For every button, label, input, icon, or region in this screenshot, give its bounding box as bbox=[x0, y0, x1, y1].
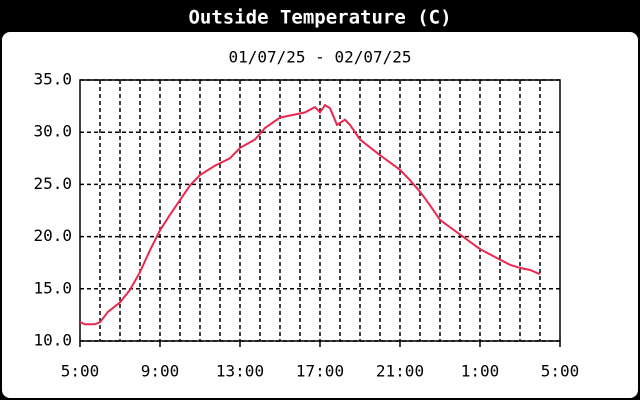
x-tick-label: 5:00 bbox=[541, 362, 580, 381]
y-tick-label: 20.0 bbox=[33, 226, 72, 245]
chart-title: Outside Temperature (C) bbox=[188, 7, 451, 29]
y-tick-label: 25.0 bbox=[33, 174, 72, 193]
x-tick-label: 17:00 bbox=[296, 362, 344, 381]
y-tick-label: 15.0 bbox=[33, 278, 72, 297]
y-tick-label: 35.0 bbox=[33, 70, 72, 89]
temperature-line bbox=[79, 103, 541, 326]
x-tick-label: 1:00 bbox=[461, 362, 500, 381]
y-tick-label: 10.0 bbox=[33, 331, 72, 350]
y-tick-label: 30.0 bbox=[33, 122, 72, 141]
plot-frame bbox=[79, 79, 561, 342]
x-tick-label: 5:00 bbox=[61, 362, 100, 381]
x-tick-label: 13:00 bbox=[216, 362, 264, 381]
chart-subtitle: 01/07/25 - 02/07/25 bbox=[228, 48, 411, 67]
x-tick-label: 9:00 bbox=[141, 362, 180, 381]
x-tick-label: 21:00 bbox=[376, 362, 424, 381]
